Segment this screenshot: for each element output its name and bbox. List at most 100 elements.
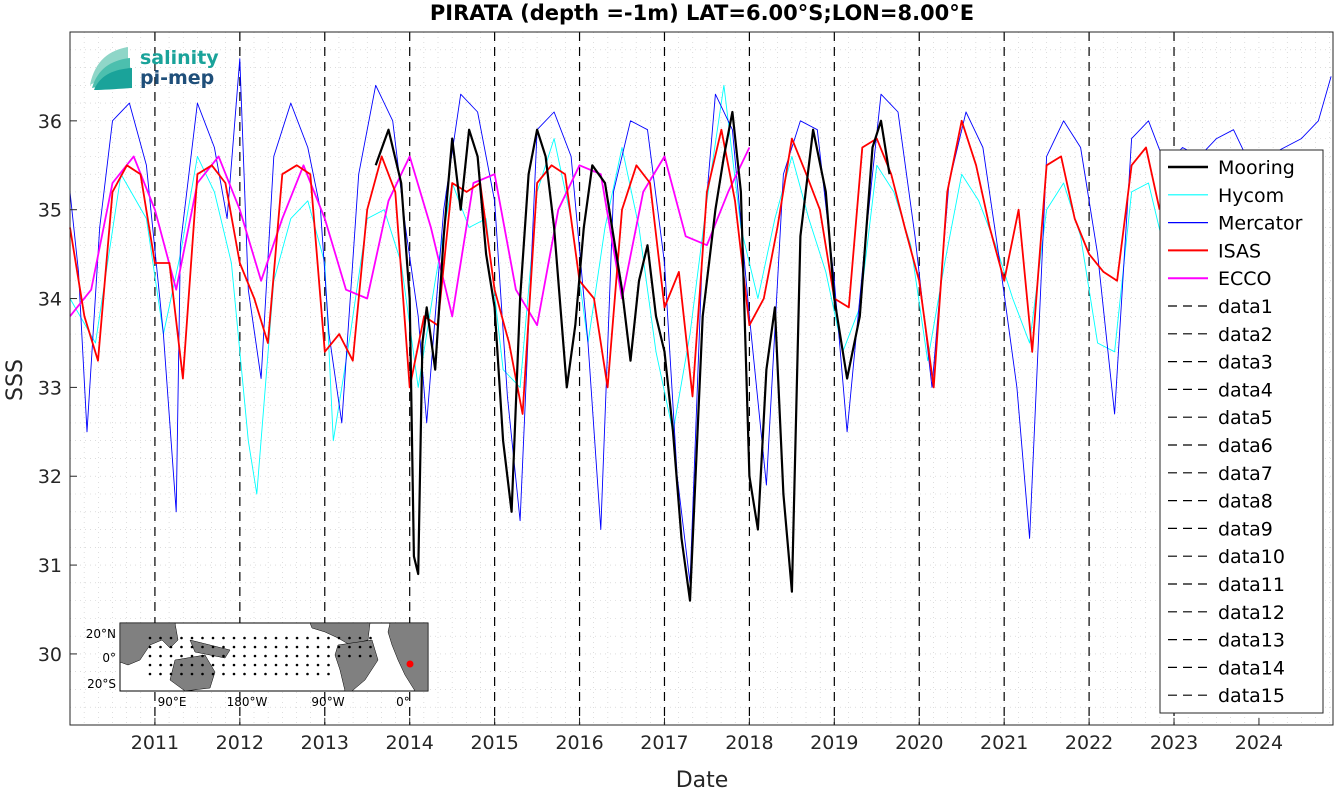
inset-buoy-dot <box>211 636 215 640</box>
inset-buoy-dot <box>190 654 194 658</box>
legend-label-data7: data7 <box>1218 463 1273 485</box>
inset-buoy-dot <box>159 654 162 658</box>
legend-label-hycom: Hycom <box>1218 185 1284 207</box>
inset-buoy-dot <box>327 654 330 658</box>
inset-buoy-dot <box>316 645 320 649</box>
inset-buoy-dot <box>274 672 278 676</box>
selected-station-marker <box>406 660 414 668</box>
inset-buoy-dot <box>201 645 204 649</box>
inset-land-africa <box>387 622 429 692</box>
inset-buoy-dot <box>327 663 330 667</box>
inset-buoy-dot <box>243 636 246 640</box>
inset-buoy-dot <box>285 654 288 658</box>
chart-title: PIRATA (depth =-1m) LAT=6.00°S;LON=8.00°… <box>430 1 974 25</box>
inset-buoy-dot <box>190 645 194 649</box>
legend-label-data13: data13 <box>1218 630 1285 652</box>
inset-buoy-dot <box>253 663 257 667</box>
inset-buoy-dot <box>264 645 267 649</box>
inset-buoy-dot <box>348 654 351 658</box>
inset-buoy-dot <box>369 654 372 658</box>
inset-buoy-dot <box>369 645 372 649</box>
inset-buoy-dot <box>253 654 257 658</box>
legend-label-data3: data3 <box>1218 352 1273 374</box>
y-tick-label: 33 <box>38 377 62 399</box>
inset-lat-20s: 20°S <box>87 677 116 691</box>
inset-buoy-dot <box>222 654 225 658</box>
y-tick-label: 30 <box>38 644 62 666</box>
inset-buoy-dot <box>148 636 152 640</box>
inset-buoy-dot <box>285 672 288 676</box>
inset-buoy-dot <box>232 672 236 676</box>
inset-buoy-dot <box>201 672 204 676</box>
inset-buoy-dot <box>148 645 152 649</box>
legend-label-mooring: Mooring <box>1218 157 1295 179</box>
inset-buoy-dot <box>274 654 278 658</box>
inset-buoy-dot <box>222 645 225 649</box>
x-tick-label: 2014 <box>386 732 434 754</box>
y-tick-label: 31 <box>38 555 62 577</box>
legend-box <box>1159 149 1324 714</box>
inset-buoy-dot <box>348 636 351 640</box>
salinity-pimep-logo: salinity pi-mep <box>90 47 219 90</box>
inset-buoy-dot <box>285 663 288 667</box>
inset-buoy-dot <box>264 654 267 658</box>
inset-buoy-dot <box>327 636 330 640</box>
inset-buoy-dot <box>337 636 341 640</box>
inset-buoy-dot <box>211 645 215 649</box>
inset-buoy-dot <box>253 672 257 676</box>
inset-lon-0: 0° <box>396 695 410 709</box>
inset-buoy-dot <box>148 654 152 658</box>
inset-buoy-dot <box>295 663 299 667</box>
y-tick-label: 32 <box>38 466 62 488</box>
inset-buoy-dot <box>274 663 278 667</box>
x-tick-label: 2018 <box>725 732 773 754</box>
inset-buoy-dot <box>253 636 257 640</box>
inset-buoy-dot <box>306 672 309 676</box>
series-line-mooring <box>374 110 891 602</box>
inset-buoy-dot <box>211 654 215 658</box>
inset-buoy-dot <box>327 672 330 676</box>
inset-buoy-dot <box>232 636 236 640</box>
series-line-isas <box>69 119 1161 415</box>
legend-label-data10: data10 <box>1218 546 1285 568</box>
x-tick-label: 2017 <box>640 732 688 754</box>
inset-buoy-dot <box>201 663 204 667</box>
inset-buoy-dot <box>190 636 194 640</box>
inset-land-south-america <box>334 639 379 692</box>
axis-ticks: 30 31 32 33 34 35 36 2011 2012 2013 2014 2015 2016 20… <box>38 111 1283 754</box>
inset-buoy-dot <box>159 672 162 676</box>
inset-buoy-dot <box>159 663 162 667</box>
x-tick-label: 2012 <box>216 732 264 754</box>
logo-text-pimep: pi-mep <box>140 67 214 89</box>
legend-label-ecco: ECCO <box>1218 268 1272 290</box>
inset-buoy-dot <box>180 672 183 676</box>
x-tick-label: 2024 <box>1235 732 1283 754</box>
y-tick-label: 36 <box>38 111 62 133</box>
legend-label-data15: data15 <box>1218 685 1285 707</box>
series-line-mercator <box>69 58 1332 584</box>
legend: Mooring Hycom Mercator ISAS ECCO data1 data2 da… <box>1159 149 1324 714</box>
inset-lat-0: 0° <box>102 651 116 665</box>
legend-label-isas: ISAS <box>1218 240 1261 262</box>
x-tick-label: 2015 <box>470 732 518 754</box>
y-tick-label: 35 <box>38 200 62 222</box>
inset-buoy-dots <box>148 636 372 676</box>
inset-buoy-dot <box>180 636 183 640</box>
inset-buoy-dot <box>232 654 236 658</box>
inset-buoy-dot <box>274 636 278 640</box>
legend-label-data2: data2 <box>1218 324 1273 346</box>
year-markers <box>154 32 1175 725</box>
inset-buoy-dot <box>285 636 288 640</box>
inset-buoy-dot <box>358 645 362 649</box>
logo-text-salinity: salinity <box>140 47 219 69</box>
x-tick-label: 2020 <box>895 732 943 754</box>
inset-buoy-dot <box>306 636 309 640</box>
inset-buoy-dot <box>222 663 225 667</box>
inset-buoy-dot <box>316 672 320 676</box>
inset-buoy-dot <box>243 654 246 658</box>
inset-buoy-dot <box>316 654 320 658</box>
inset-buoy-dot <box>264 636 267 640</box>
x-tick-label: 2013 <box>301 732 349 754</box>
inset-buoy-dot <box>337 654 341 658</box>
inset-buoy-dot <box>337 645 341 649</box>
